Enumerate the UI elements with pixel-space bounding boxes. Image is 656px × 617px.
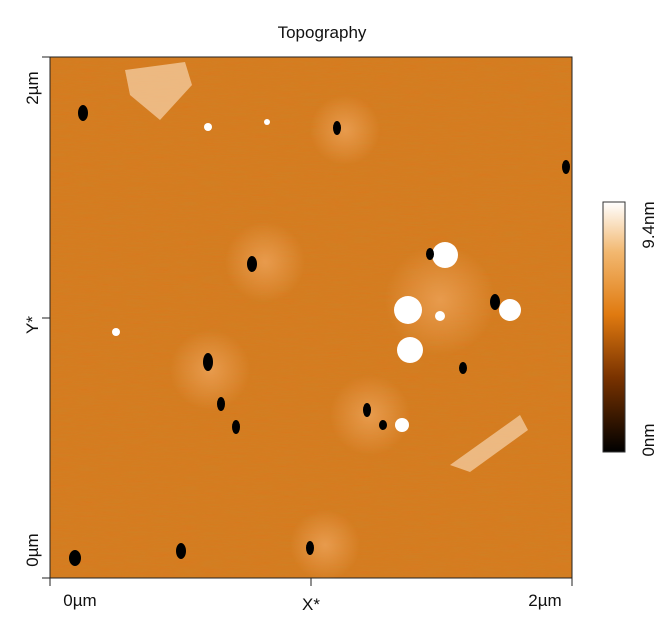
y-axis-label: Y* [23, 316, 42, 334]
x-tick-label: 0µm [63, 591, 96, 610]
title: Topography [278, 23, 367, 42]
x-axis-label: X* [302, 595, 320, 614]
y-tick-label: 2µm [23, 71, 42, 104]
topography-image [49, 56, 573, 580]
colorbar-min-label: 0nm [639, 423, 656, 456]
axis-ticks [42, 56, 573, 586]
colorbar-max-label: 9.4nm [639, 201, 656, 248]
x-tick-label: 2µm [528, 591, 561, 610]
y-tick-label: 0µm [23, 533, 42, 566]
colorbar [602, 201, 626, 453]
